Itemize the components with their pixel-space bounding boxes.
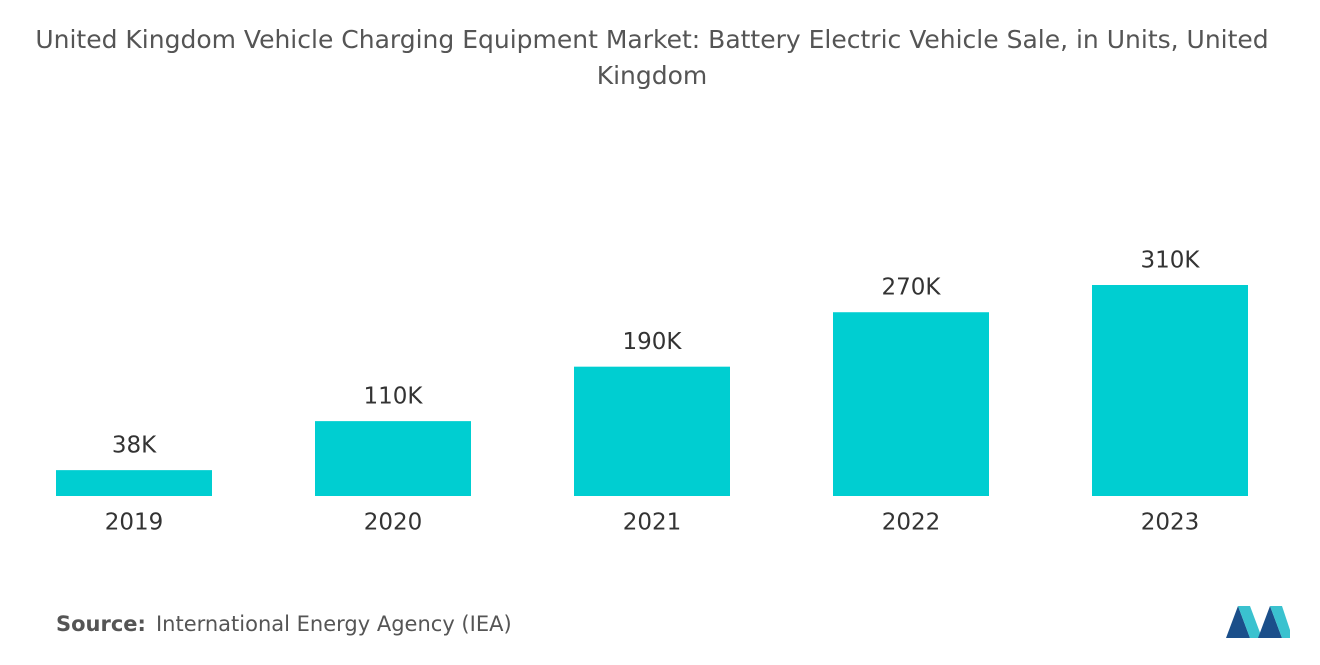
- value-label: 110K: [364, 384, 424, 410]
- source: Source: International Energy Agency (IEA): [56, 612, 512, 636]
- x-tick-label: 2020: [364, 510, 423, 536]
- value-label: 190K: [623, 329, 683, 355]
- x-tick-label: 2022: [882, 510, 941, 536]
- bar: [574, 366, 730, 496]
- bar: [56, 470, 212, 496]
- x-tick-label: 2023: [1141, 510, 1200, 536]
- x-tick-label: 2021: [623, 510, 682, 536]
- value-label: 270K: [882, 275, 942, 301]
- x-tick-label: 2019: [105, 510, 164, 536]
- logo: [1226, 606, 1290, 638]
- source-text: International Energy Agency (IEA): [155, 612, 512, 636]
- chart-title: United Kingdom Vehicle Charging Equipmen…: [35, 25, 1269, 90]
- value-label: 310K: [1141, 248, 1201, 274]
- bar: [315, 421, 471, 496]
- value-label: 38K: [112, 433, 157, 459]
- bar: [1092, 285, 1248, 496]
- bar: [833, 312, 989, 496]
- source-label: Source:: [56, 612, 146, 636]
